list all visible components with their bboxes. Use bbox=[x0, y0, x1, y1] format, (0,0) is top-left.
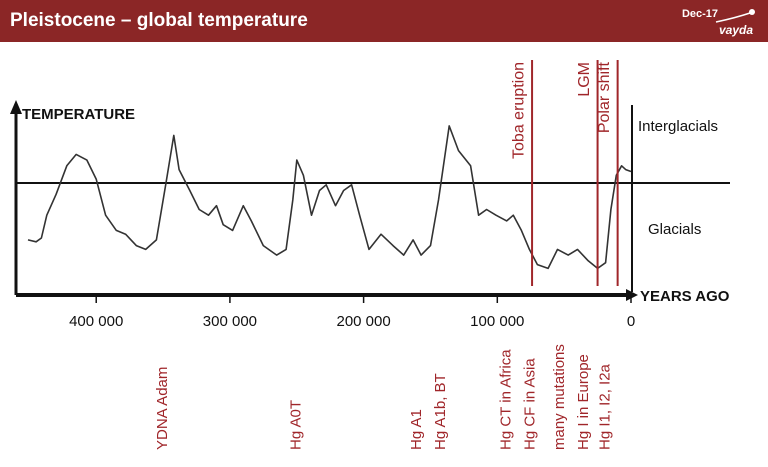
x-tick-label: 400 000 bbox=[69, 313, 123, 330]
x-tick-label: 100 000 bbox=[470, 313, 524, 330]
haplogroup-label: Hg A0T bbox=[288, 400, 305, 450]
header-date: Dec-17 bbox=[682, 8, 718, 20]
haplogroup-label: Hg I in Europe bbox=[575, 354, 592, 450]
haplogroup-label: Hg I1, I2, I2a bbox=[597, 363, 614, 450]
x-tick-label: 0 bbox=[627, 313, 635, 330]
event-label: Toba eruption bbox=[510, 62, 527, 159]
x-tick-label: 300 000 bbox=[203, 313, 257, 330]
haplogroup-label: Hg CF in Asia bbox=[522, 358, 539, 450]
haplogroup-label: many mutations bbox=[551, 344, 568, 450]
x-axis-label: YEARS AGO bbox=[640, 288, 730, 305]
haplogroup-label: Hg CT in Africa bbox=[498, 349, 515, 450]
logo-swoosh bbox=[715, 12, 751, 23]
x-arrow bbox=[626, 289, 638, 301]
y-arrow bbox=[10, 100, 22, 114]
header-brand: vayda bbox=[719, 23, 753, 37]
event-label: LGM bbox=[576, 62, 593, 97]
zone-label: Glacials bbox=[648, 221, 701, 238]
haplogroup-label: YDNA Adam bbox=[154, 367, 171, 450]
zone-label: Interglacials bbox=[638, 118, 718, 135]
haplogroup-label: Hg A1b, BT bbox=[432, 373, 449, 450]
header-bar bbox=[0, 0, 768, 42]
y-axis-label: TEMPERATURE bbox=[22, 106, 135, 123]
chart-title: Pleistocene – global temperature bbox=[10, 10, 308, 31]
event-label: Polar shift bbox=[596, 61, 613, 133]
x-tick-label: 200 000 bbox=[336, 313, 390, 330]
logo-dot bbox=[749, 9, 755, 15]
temperature-line bbox=[27, 125, 632, 270]
haplogroup-label: Hg A1 bbox=[408, 409, 425, 450]
